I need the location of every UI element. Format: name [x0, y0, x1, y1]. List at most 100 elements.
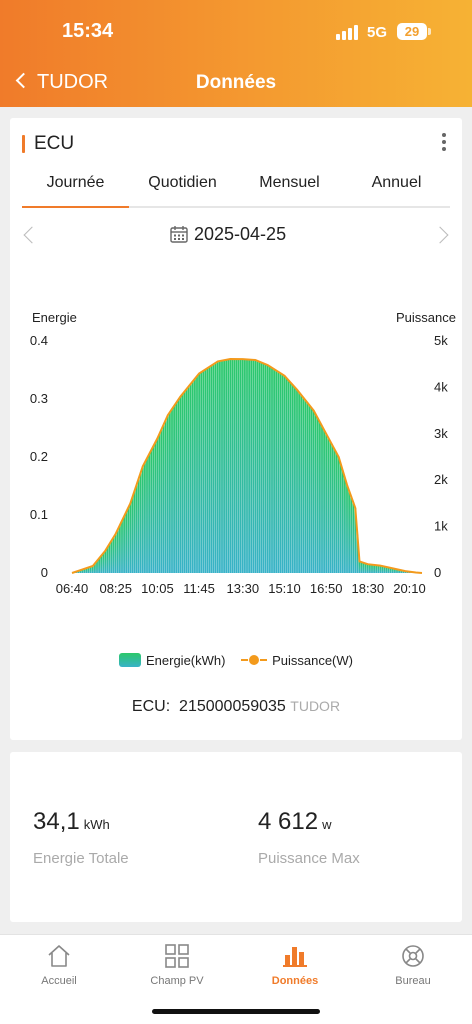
serial-site: TUDOR [290, 698, 341, 714]
energy-bar [333, 449, 336, 573]
energy-bar [229, 359, 232, 573]
energy-bar [252, 359, 255, 573]
energy-bar [181, 394, 184, 573]
nav-donnees[interactable]: Données [236, 943, 354, 987]
energy-bar [302, 397, 305, 573]
energy-bar [258, 361, 261, 573]
energy-bar [114, 533, 117, 573]
energy-bar [356, 534, 359, 573]
energy-bar [100, 555, 103, 573]
home-icon [48, 945, 70, 967]
energy-total-value: 34,1 [33, 808, 80, 835]
energy-bar [281, 374, 284, 573]
energy-bar [339, 463, 342, 573]
energy-bar [277, 371, 280, 573]
energy-bar [156, 438, 159, 573]
x-tick-label: 18:30 [352, 581, 385, 596]
battery-tip [428, 28, 431, 35]
energy-bar [162, 424, 165, 573]
x-tick-label: 13:30 [227, 581, 260, 596]
energy-bar [171, 409, 173, 573]
energy-bar [216, 361, 219, 573]
energy-bar [298, 392, 300, 573]
energy-bar [287, 380, 290, 573]
energy-bar [329, 441, 332, 573]
energy-bar [294, 387, 296, 573]
tab-mensuel[interactable]: Mensuel [259, 174, 320, 191]
energy-bar [212, 364, 215, 573]
energy-bar [296, 389, 298, 573]
energy-bar [369, 564, 371, 573]
energy-bar [273, 369, 275, 573]
right-tick-label: 2k [434, 472, 448, 487]
energy-bar [175, 402, 178, 573]
energy-bar [379, 565, 382, 573]
energy-bar [164, 419, 167, 573]
energy-bar [221, 360, 223, 573]
legend-energy[interactable]: Energie(kWh) [118, 653, 226, 668]
energy-bar [133, 491, 136, 573]
energy-bar [102, 553, 105, 573]
legend-power[interactable]: Puissance(W) [241, 653, 353, 668]
energy-bar [387, 567, 390, 573]
energy-bar [283, 375, 286, 573]
energy-bar [137, 478, 140, 573]
nav-champ-pv[interactable]: Champ PV [118, 943, 236, 987]
tab-annuel[interactable]: Annuel [371, 174, 422, 191]
energy-bar [396, 569, 398, 573]
x-tick-label: 20:10 [393, 581, 426, 596]
energy-bar [231, 359, 234, 573]
right-tick-label: 3k [434, 426, 448, 441]
energy-bar [394, 568, 396, 573]
energy-bar [402, 570, 405, 573]
ecu-serial: ECU: 215000059035 TUDOR [10, 698, 462, 716]
energy-bar [227, 359, 230, 573]
power-swatch [241, 653, 268, 667]
energy-bar [264, 364, 267, 573]
date-picker[interactable]: 2025-04-25 [170, 224, 286, 245]
signal-icon [336, 24, 360, 40]
energy-bar [373, 564, 375, 573]
summary-card: 34,1 kWh Energie Totale 4 612 w Puissance … [10, 752, 462, 922]
energy-bar [304, 400, 307, 573]
nav-accueil[interactable]: Accueil [0, 943, 118, 987]
x-tick-label: 16:50 [310, 581, 343, 596]
energy-bar [360, 562, 363, 573]
energy-bar [323, 429, 325, 573]
right-tick-label: 0 [434, 565, 441, 580]
energy-bar [341, 470, 344, 573]
energy-bar [310, 407, 313, 573]
bar-chart-icon [283, 947, 307, 967]
back-button[interactable]: TUDOR [15, 71, 108, 94]
more-options-icon[interactable] [442, 133, 446, 153]
energy-bar [383, 566, 386, 573]
energy-bar [112, 536, 115, 573]
previous-date-icon[interactable] [23, 226, 41, 244]
energy-bar [210, 365, 213, 573]
period-tabs: Journée Quotidien Mensuel Annuel [22, 166, 450, 208]
energy-bar [158, 433, 161, 573]
energy-bar [327, 437, 330, 573]
ecu-card: ECU Journée Quotidien Mensuel Annuel 202… [10, 118, 462, 740]
legend-energy-label: Energie(kWh) [145, 653, 226, 668]
nav-bureau[interactable]: Bureau [354, 943, 472, 987]
calendar-icon [170, 226, 188, 243]
energy-bar [344, 477, 346, 573]
tab-quotidien[interactable]: Quotidien [148, 174, 217, 191]
nav-accueil-label: Accueil [41, 975, 77, 987]
tab-journee[interactable]: Journée [46, 174, 105, 191]
energy-bar [81, 569, 84, 573]
energy-bar [289, 382, 292, 573]
energy-bar [233, 359, 236, 573]
energy-bar [285, 378, 288, 573]
energy-bar [391, 568, 394, 573]
energy-bar [371, 564, 373, 573]
energy-bar [389, 567, 392, 573]
energy-bar [206, 368, 209, 573]
energy-bar [144, 462, 146, 573]
energy-bar [91, 566, 94, 573]
energy-bar [269, 366, 271, 573]
left-axis-label: Energie [32, 310, 77, 325]
energy-stat: 34,1 kWh Energie Totale [33, 808, 129, 867]
next-date-icon[interactable] [431, 226, 449, 244]
